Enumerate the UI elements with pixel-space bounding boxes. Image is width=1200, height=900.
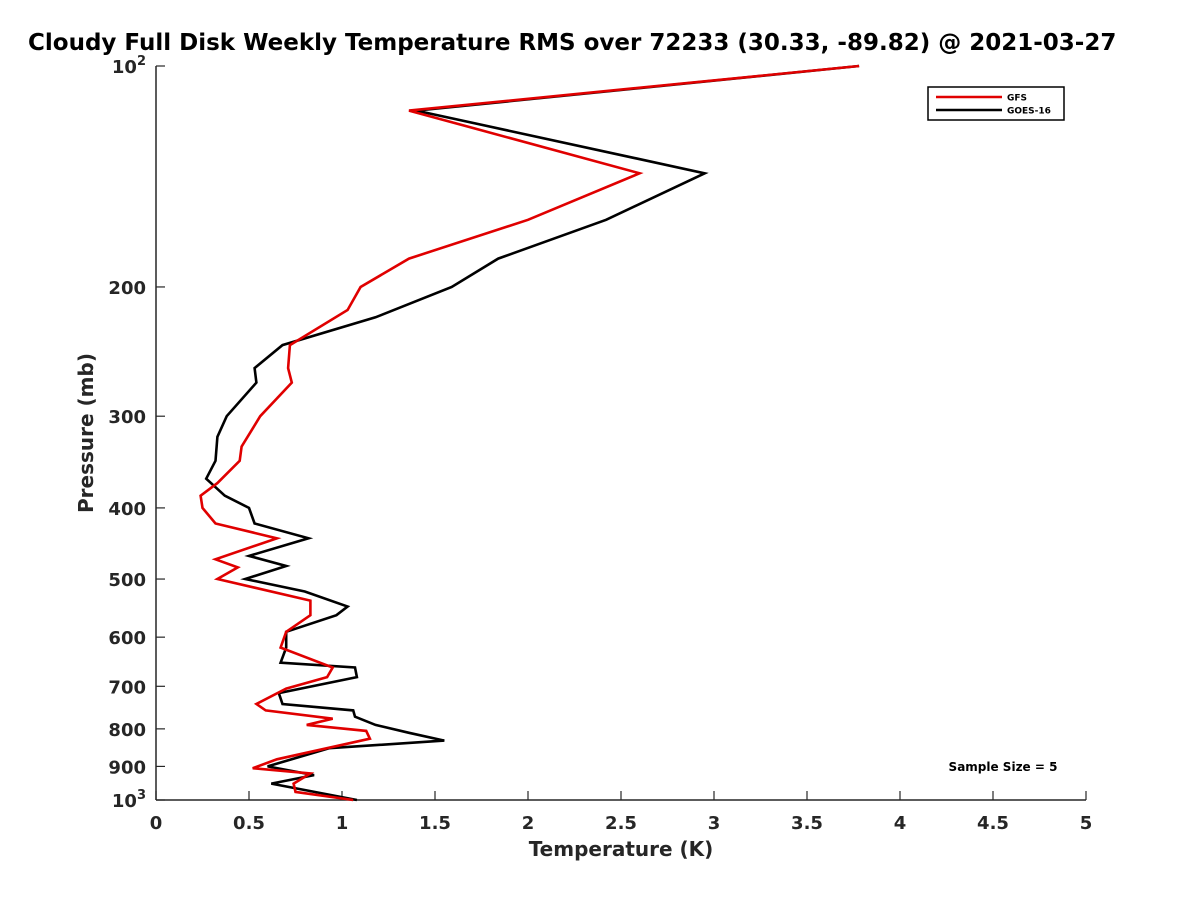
y-tick-label: 102 [112,54,146,78]
legend-label: GOES-16 [1007,107,1051,117]
x-tick-label: 4.5 [977,813,1009,834]
x-tick-label: 5 [1080,813,1093,834]
chart-title: Cloudy Full Disk Weekly Temperature RMS … [28,30,1117,56]
legend-box [927,86,1065,121]
x-tick-label: 4 [894,813,907,834]
x-tick-label: 2 [522,813,535,834]
x-tick-label: 1 [336,813,349,834]
x-tick-label: 0 [150,813,163,834]
y-tick-label: 400 [108,499,146,520]
y-tick-label: 700 [108,677,146,698]
legend-label: GFS [1007,94,1027,104]
y-tick-label: 500 [108,570,146,591]
x-tick-label: 3.5 [791,813,823,834]
y-tick-label: 900 [108,757,146,778]
y-tick-label: 103 [112,788,146,812]
series-line-goes-16 [204,64,860,802]
x-tick-label: 3 [708,813,721,834]
x-tick-label: 0.5 [233,813,265,834]
y-tick-label: 300 [108,407,146,428]
y-tick-label: 200 [108,278,146,299]
x-axis-label: Temperature (K) [529,837,714,861]
sample-size-annotation: Sample Size = 5 [949,760,1058,774]
y-axis-label: Pressure (mb) [74,353,98,513]
y-tick-label: 600 [108,628,146,649]
x-tick-label: 2.5 [605,813,637,834]
series-line-gfs [199,64,860,802]
y-tick-label: 800 [108,720,146,741]
x-tick-label: 1.5 [419,813,451,834]
